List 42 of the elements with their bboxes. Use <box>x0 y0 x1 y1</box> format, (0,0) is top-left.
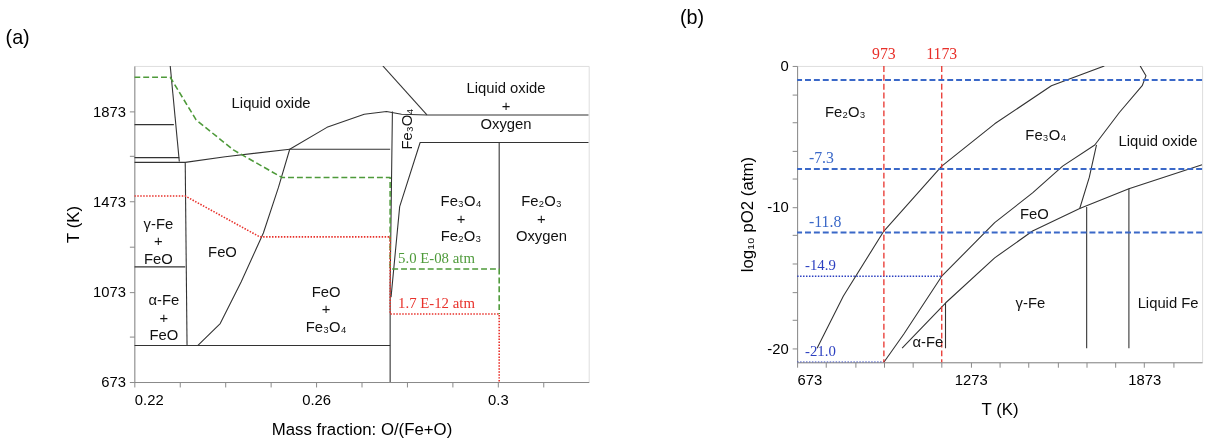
annotation: γ-Fe + FeO <box>143 215 174 268</box>
y-tick-label: -20 <box>767 340 789 357</box>
chart-title: (a) <box>5 26 30 49</box>
chart-title: (b) <box>679 6 705 29</box>
annotation: Fe₂O₃ <box>825 104 866 121</box>
annotation: FeO <box>1020 206 1049 223</box>
series-label: -14.9 <box>805 257 836 274</box>
x-tick-label: 0.22 <box>134 392 164 409</box>
x-tick-label: 0.26 <box>302 392 331 409</box>
annotation: FeO <box>208 244 237 261</box>
y-axis-title: log₁₀ pO2 (atm) <box>738 156 758 273</box>
y-tick-label: 1473 <box>93 193 126 210</box>
ref-line-label: 1173 <box>926 45 958 63</box>
series-label: 5.0 E-08 atm <box>398 249 476 266</box>
annotation: α-Fe + FeO <box>148 291 180 344</box>
x-tick-label: 673 <box>797 372 823 389</box>
x-tick-label: 0.3 <box>488 392 509 409</box>
annotation: FeO + Fe₃O₄ <box>305 283 347 336</box>
annotation: Liquid oxide <box>231 94 311 111</box>
x-axis-title: T (K) <box>981 400 1019 420</box>
ref-line-label: -11.8 <box>808 212 842 230</box>
y-tick-label: 1073 <box>93 284 126 301</box>
y-tick-label: -10 <box>767 199 789 216</box>
ref-line-label: -7.3 <box>808 149 835 167</box>
x-tick-label: 1273 <box>954 372 988 389</box>
annotation: Liquid Fe <box>1137 294 1199 311</box>
ref-line-label: 973 <box>872 45 896 63</box>
annotation: Liquid oxide + Oxygen <box>466 80 546 132</box>
annotation: Liquid oxide <box>1118 132 1198 149</box>
annotation: Fe₂O₃ + Oxygen <box>515 192 567 245</box>
annotation: Fe₃O₄ <box>398 108 415 150</box>
y-tick-label: 0 <box>780 58 789 75</box>
series-label: -21.0 <box>805 343 836 360</box>
annotation: α-Fe <box>912 334 944 351</box>
annotation: Fe₃O₄ + Fe₂O₃ <box>440 192 482 245</box>
x-tick-label: 1873 <box>1128 372 1162 389</box>
annotation: γ-Fe <box>1015 294 1046 311</box>
y-axis-title: T (K) <box>64 205 84 243</box>
y-tick-label: 1873 <box>93 103 126 120</box>
x-axis-title: Mass fraction: O/(Fe+O) <box>271 419 453 439</box>
series-label: 1.7 E-12 atm <box>398 295 476 312</box>
annotation: Fe₃O₄ <box>1025 126 1067 143</box>
